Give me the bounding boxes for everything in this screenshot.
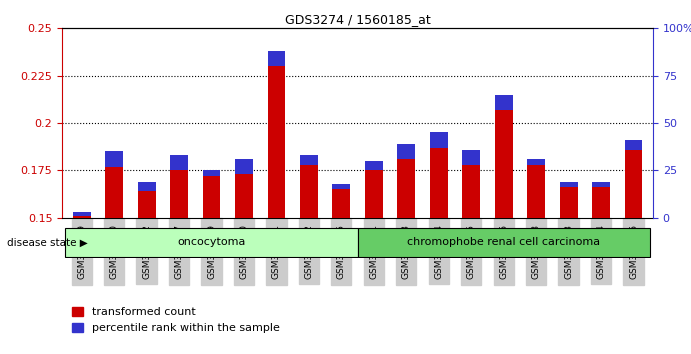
- Text: disease state ▶: disease state ▶: [7, 238, 88, 247]
- Bar: [73, 212, 91, 216]
- Text: chromophobe renal cell carcinoma: chromophobe renal cell carcinoma: [407, 238, 600, 247]
- Bar: [202, 176, 220, 218]
- FancyBboxPatch shape: [358, 228, 650, 257]
- Text: oncocytoma: oncocytoma: [178, 238, 246, 247]
- Bar: [267, 66, 285, 218]
- Bar: [105, 152, 123, 167]
- Bar: [235, 174, 253, 218]
- Bar: [592, 182, 610, 187]
- Bar: [495, 95, 513, 110]
- Bar: [430, 132, 448, 148]
- Bar: [202, 170, 220, 176]
- Title: GDS3274 / 1560185_at: GDS3274 / 1560185_at: [285, 13, 430, 26]
- Bar: [73, 216, 91, 218]
- Bar: [235, 159, 253, 174]
- Bar: [625, 140, 643, 149]
- Bar: [462, 165, 480, 218]
- Bar: [300, 155, 318, 165]
- Bar: [170, 170, 188, 218]
- Bar: [397, 144, 415, 159]
- Bar: [332, 184, 350, 189]
- Bar: [495, 110, 513, 218]
- Bar: [560, 182, 578, 187]
- Bar: [300, 165, 318, 218]
- Bar: [332, 189, 350, 218]
- Bar: [267, 51, 285, 66]
- Bar: [527, 159, 545, 165]
- Bar: [365, 161, 383, 170]
- Bar: [560, 187, 578, 218]
- Bar: [397, 159, 415, 218]
- Bar: [527, 165, 545, 218]
- Bar: [105, 167, 123, 218]
- Bar: [365, 170, 383, 218]
- Bar: [462, 149, 480, 165]
- Bar: [592, 187, 610, 218]
- FancyBboxPatch shape: [66, 228, 358, 257]
- Bar: [138, 191, 155, 218]
- Legend: transformed count, percentile rank within the sample: transformed count, percentile rank withi…: [68, 303, 285, 338]
- Bar: [430, 148, 448, 218]
- Bar: [170, 155, 188, 170]
- Bar: [625, 149, 643, 218]
- Bar: [138, 182, 155, 191]
